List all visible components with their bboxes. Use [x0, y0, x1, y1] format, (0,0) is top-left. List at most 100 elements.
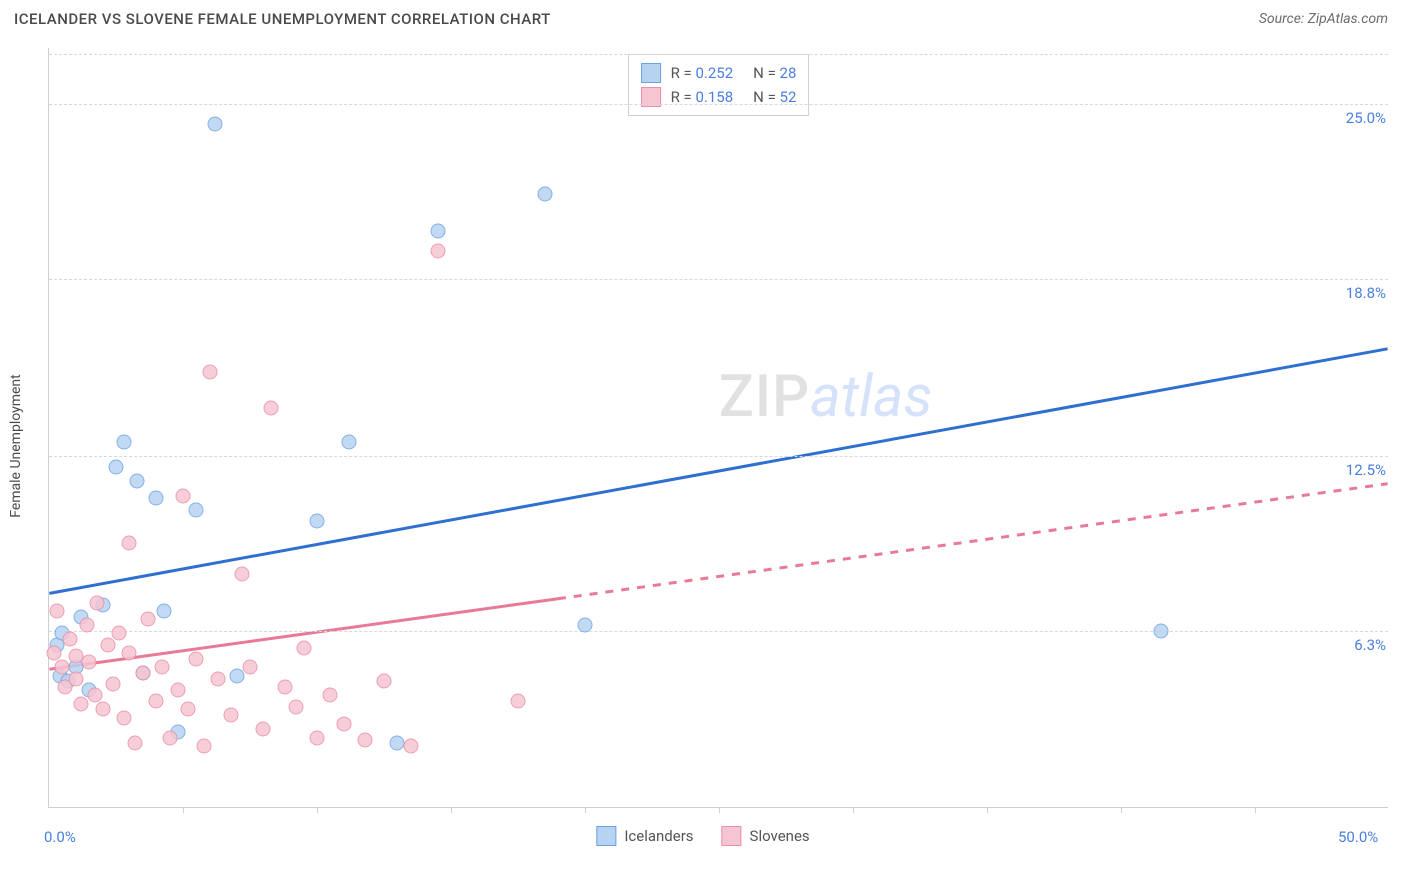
legend-series: Icelanders Slovenes: [596, 826, 809, 846]
legend-n-label: N = 52: [753, 85, 796, 109]
gridline: [49, 631, 1388, 632]
scatter-point: [430, 243, 445, 258]
trend-line: [558, 484, 1388, 599]
scatter-point: [243, 660, 258, 675]
x-tick: [585, 807, 586, 813]
scatter-point: [111, 626, 126, 641]
x-axis-min-label: 0.0%: [44, 828, 76, 846]
scatter-point: [122, 646, 137, 661]
scatter-point: [189, 502, 204, 517]
scatter-point: [82, 654, 97, 669]
y-axis-title: Female Unemployment: [8, 374, 24, 518]
scatter-point: [277, 679, 292, 694]
scatter-point: [90, 595, 105, 610]
scatter-point: [264, 401, 279, 416]
legend-series-label: Slovenes: [750, 827, 810, 845]
chart-plot-area: ZIPatlas R = 0.252N = 28R = 0.158N = 52 …: [48, 48, 1388, 808]
scatter-point: [310, 730, 325, 745]
scatter-point: [229, 668, 244, 683]
scatter-point: [106, 677, 121, 692]
scatter-point: [377, 674, 392, 689]
scatter-point: [109, 460, 124, 475]
scatter-point: [157, 603, 172, 618]
scatter-point: [208, 117, 223, 132]
scatter-point: [141, 612, 156, 627]
scatter-point: [68, 671, 83, 686]
scatter-point: [181, 702, 196, 717]
scatter-point: [154, 660, 169, 675]
scatter-point: [79, 618, 94, 633]
watermark: ZIPatlas: [719, 363, 933, 431]
legend-correlation: R = 0.252 N = 28 R = 0.158 N = 52: [628, 54, 810, 116]
scatter-point: [511, 694, 526, 709]
scatter-point: [63, 632, 78, 647]
legend-r-label: R = 0.158: [671, 85, 734, 109]
scatter-point: [336, 716, 351, 731]
scatter-point: [358, 733, 373, 748]
x-tick: [853, 807, 854, 813]
chart-title: ICELANDER VS SLOVENE FEMALE UNEMPLOYMENT…: [14, 10, 551, 28]
scatter-point: [87, 688, 102, 703]
header: ICELANDER VS SLOVENE FEMALE UNEMPLOYMENT…: [0, 0, 1406, 34]
scatter-point: [74, 696, 89, 711]
gridline: [49, 456, 1388, 457]
x-tick: [987, 807, 988, 813]
legend-swatch: [722, 826, 742, 846]
scatter-point: [342, 435, 357, 450]
source-text: Source: ZipAtlas.com: [1259, 11, 1388, 27]
x-tick: [1121, 807, 1122, 813]
legend-swatch: [641, 63, 661, 83]
gridline: [49, 279, 1388, 280]
legend-series-item: Icelanders: [596, 826, 693, 846]
legend-row: R = 0.158 N = 52: [641, 85, 797, 109]
scatter-point: [162, 730, 177, 745]
x-tick: [1255, 807, 1256, 813]
gridline: [49, 104, 1388, 105]
scatter-point: [117, 710, 132, 725]
x-axis-max-label: 50.0%: [1338, 828, 1378, 846]
scatter-point: [55, 660, 70, 675]
x-tick: [317, 807, 318, 813]
legend-row: R = 0.252 N = 28: [641, 61, 797, 85]
scatter-point: [288, 699, 303, 714]
scatter-point: [296, 640, 311, 655]
scatter-point: [403, 739, 418, 754]
legend-series-label: Icelanders: [624, 827, 693, 845]
scatter-point: [202, 364, 217, 379]
x-tick: [183, 807, 184, 813]
scatter-point: [122, 536, 137, 551]
legend-r-label: R = 0.252: [671, 61, 734, 85]
scatter-point: [189, 651, 204, 666]
scatter-point: [170, 682, 185, 697]
trend-line: [49, 349, 1387, 594]
y-tick-label: 12.5%: [1342, 461, 1390, 479]
scatter-point: [117, 435, 132, 450]
legend-swatch: [596, 826, 616, 846]
scatter-point: [224, 708, 239, 723]
scatter-point: [130, 474, 145, 489]
scatter-point: [234, 567, 249, 582]
scatter-point: [50, 603, 65, 618]
scatter-point: [323, 688, 338, 703]
scatter-point: [135, 665, 150, 680]
scatter-point: [578, 618, 593, 633]
gridline: [49, 54, 1388, 55]
y-tick-label: 25.0%: [1342, 109, 1390, 127]
scatter-point: [537, 187, 552, 202]
scatter-point: [310, 513, 325, 528]
scatter-point: [47, 646, 62, 661]
scatter-point: [95, 702, 110, 717]
scatter-point: [430, 223, 445, 238]
legend-n-label: N = 28: [753, 61, 796, 85]
legend-series-item: Slovenes: [722, 826, 810, 846]
scatter-point: [1154, 623, 1169, 638]
y-tick-label: 6.3%: [1350, 636, 1390, 654]
scatter-point: [210, 671, 225, 686]
x-tick: [719, 807, 720, 813]
scatter-point: [197, 739, 212, 754]
scatter-point: [127, 736, 142, 751]
y-tick-label: 18.8%: [1342, 284, 1390, 302]
scatter-point: [149, 694, 164, 709]
scatter-point: [149, 491, 164, 506]
scatter-point: [256, 722, 271, 737]
